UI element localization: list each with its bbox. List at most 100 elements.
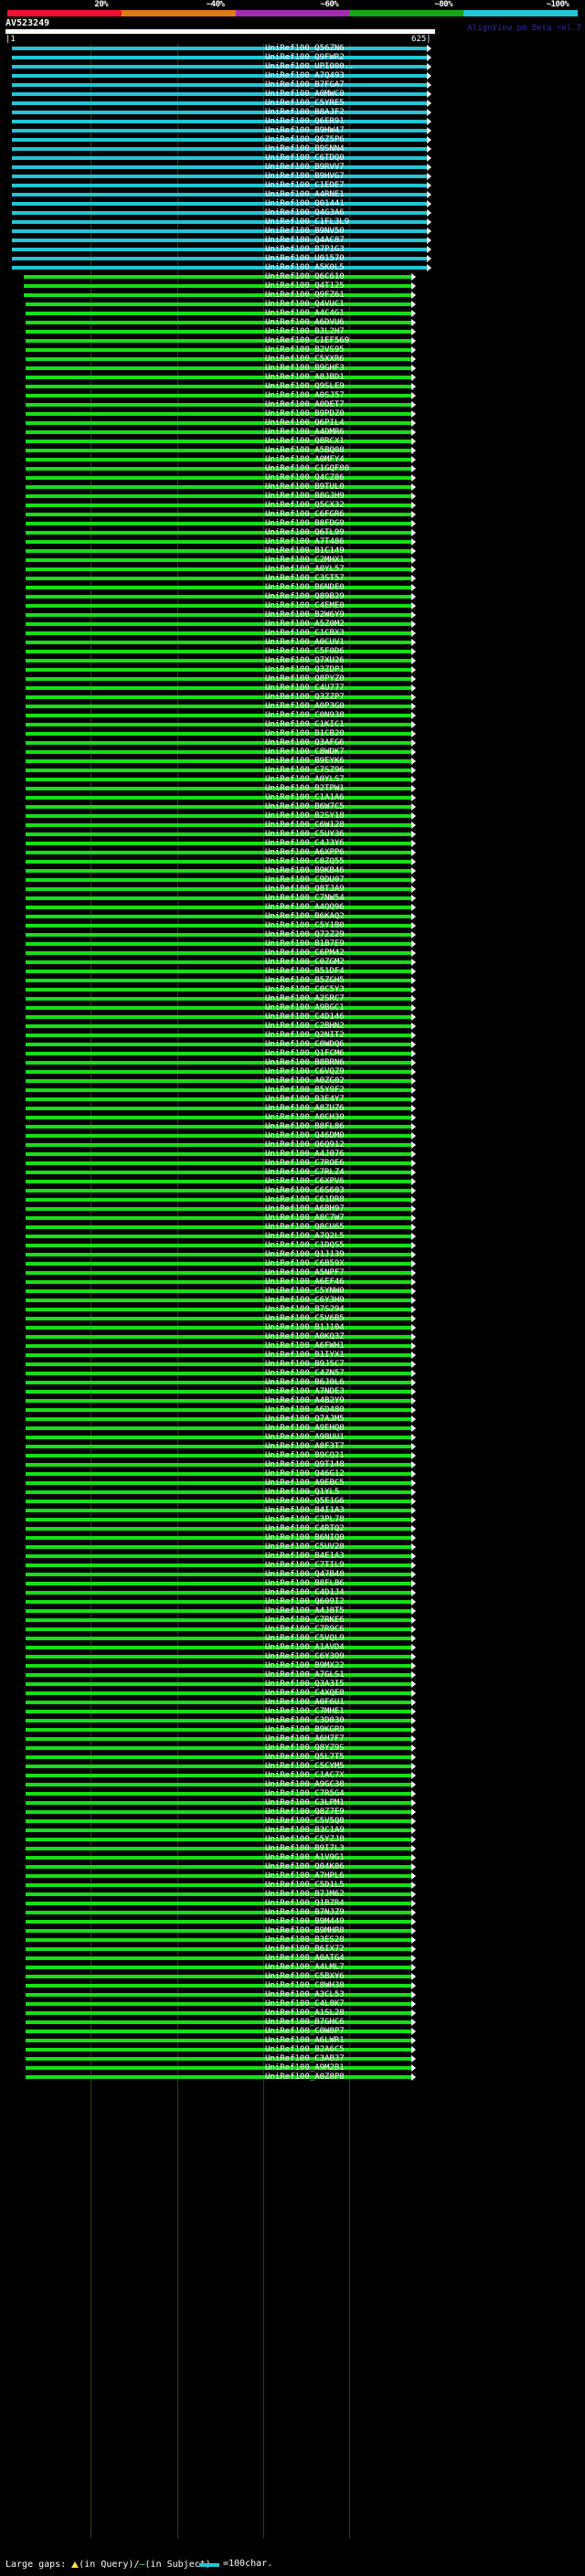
hit-row[interactable]: UniRef100_Q8PYZ0 [0, 674, 585, 684]
hit-row[interactable]: UniRef100_B8FLB6 [0, 1579, 585, 1588]
hsp-bar[interactable] [25, 1975, 411, 1978]
hsp-bar[interactable] [11, 83, 427, 87]
hit-row[interactable]: UniRef100_B9RVV7 [0, 163, 585, 172]
hit-row[interactable]: UniRef100_C1EDE7 [0, 181, 585, 190]
hit-label[interactable]: UniRef100_A5Z0M2 [265, 620, 345, 629]
hsp-bar[interactable] [25, 1993, 411, 1997]
hit-label[interactable]: UniRef100_C1A1A6 [265, 793, 345, 802]
hsp-bar[interactable] [25, 1271, 411, 1275]
hsp-bar[interactable] [25, 366, 411, 370]
hsp-bar[interactable] [25, 513, 411, 516]
hit-row[interactable]: UniRef100_B2SY18 [0, 811, 585, 821]
hsp-bar[interactable] [25, 1591, 411, 1595]
hit-row[interactable]: UniRef100_A4C4G1 [0, 309, 585, 318]
hsp-bar[interactable] [25, 1335, 411, 1339]
hit-label[interactable]: UniRef100_B2VS95 [265, 345, 345, 355]
hsp-bar[interactable] [25, 1609, 411, 1613]
hit-label[interactable]: UniRef100_A6EF46 [265, 1277, 345, 1287]
hit-row[interactable]: UniRef100_A0CUV1 [0, 638, 585, 647]
hit-row[interactable]: UniRef100_C1EF569 [0, 336, 585, 345]
hsp-bar[interactable] [11, 47, 427, 50]
hit-row[interactable]: UniRef100_Q4CZ86 [0, 473, 585, 482]
hit-row[interactable]: UniRef100_C9DU07 [0, 875, 585, 885]
hit-label[interactable]: UniRef100_A4J076 [265, 1150, 345, 1159]
hit-label[interactable]: UniRef100_C4L8K7 [265, 1999, 345, 2009]
hit-row[interactable]: UniRef100_C5V5Q8 [0, 1817, 585, 1826]
hit-row[interactable]: UniRef100_A6EF46 [0, 1277, 585, 1287]
hsp-bar[interactable] [25, 403, 411, 407]
hit-row[interactable]: UniRef100_B9NV50 [0, 227, 585, 236]
hit-row[interactable]: UniRef100_B7NJZ9 [0, 1908, 585, 1917]
hit-label[interactable]: UniRef100_C1GQF80 [265, 464, 350, 473]
hit-label[interactable]: UniRef100_A9EHQ8 [265, 1424, 345, 1433]
hit-label[interactable]: UniRef100_Q46DM0 [265, 1131, 345, 1140]
hit-label[interactable]: UniRef100_A6FWH1 [265, 1341, 345, 1351]
hit-row[interactable]: UniRef100_C4U777 [0, 684, 585, 693]
hsp-bar[interactable] [25, 1152, 411, 1156]
hsp-bar[interactable] [25, 1289, 411, 1293]
hit-label[interactable]: UniRef100_B9CQ21 [265, 1451, 345, 1460]
hit-row[interactable]: UniRef100_B6J0L6 [0, 1378, 585, 1387]
hit-label[interactable]: UniRef100_C1AC7X [265, 1771, 345, 1780]
hit-row[interactable]: UniRef100_C1KIC1 [0, 720, 585, 729]
hit-label[interactable]: UniRef100_B1IYX1 [265, 1351, 345, 1360]
hsp-bar[interactable] [25, 951, 411, 955]
hit-label[interactable]: UniRef100_B3E4Y7 [265, 1095, 345, 1104]
hsp-bar[interactable] [25, 787, 411, 790]
hit-row[interactable]: UniRef100_A0YL57 [0, 565, 585, 574]
hsp-bar[interactable] [25, 1006, 411, 1010]
hsp-bar[interactable] [25, 778, 411, 781]
hit-label[interactable]: UniRef100_Q04K06 [265, 1862, 345, 1871]
hit-label[interactable]: UniRef100_C7NW54 [265, 894, 345, 903]
hit-row[interactable]: UniRef100_C6TDQ0 [0, 154, 585, 163]
hsp-bar[interactable] [25, 1381, 411, 1384]
hit-row[interactable]: UniRef100_Q5L7T5 [0, 1753, 585, 1762]
hsp-bar[interactable] [25, 1938, 411, 1942]
hit-label[interactable]: UniRef100_B6IX72 [265, 1945, 345, 1954]
hit-row[interactable]: UniRef100_B4I1A3 [0, 1506, 585, 1515]
hit-label[interactable]: UniRef100_B9HW47 [265, 126, 345, 135]
hit-label[interactable]: UniRef100_Q6PIL4 [265, 419, 345, 428]
hit-row[interactable]: UniRef100_A0Z8P8 [0, 2072, 585, 2082]
hit-row[interactable]: UniRef100_C7RKE6 [0, 1616, 585, 1625]
hit-label[interactable]: UniRef100_C9DU07 [265, 875, 345, 885]
hit-label[interactable]: UniRef100_C6S603 [265, 1186, 345, 1195]
hit-row[interactable]: UniRef100_Q6PIL4 [0, 419, 585, 428]
hit-label[interactable]: UniRef100_B7P1G3 [265, 245, 345, 254]
hit-row[interactable]: UniRef100_Q3ZDP1 [0, 665, 585, 674]
hsp-bar[interactable] [25, 567, 411, 571]
hit-label[interactable]: UniRef100_C7R5G4 [265, 1789, 345, 1798]
hsp-bar[interactable] [25, 421, 411, 425]
hit-label[interactable]: UniRef100_A6XPP6 [265, 848, 345, 857]
hsp-bar[interactable] [25, 686, 411, 690]
hit-label[interactable]: UniRef100_B9MX22 [265, 1661, 345, 1670]
hsp-bar[interactable] [25, 2075, 411, 2079]
hit-label[interactable]: UniRef100_Q8TJA9 [265, 885, 345, 894]
hit-row[interactable]: UniRef100_B8FL86 [0, 1122, 585, 1131]
hit-row[interactable]: UniRef100_Q9SLE9 [0, 382, 585, 391]
hit-label[interactable]: UniRef100_B2A6C5 [265, 2045, 345, 2054]
hsp-bar[interactable] [25, 1417, 411, 1421]
hsp-bar[interactable] [25, 2048, 411, 2051]
hit-row[interactable]: UniRef100_B9GHF3 [0, 364, 585, 373]
hit-label[interactable]: UniRef100_B9MHR8 [265, 1926, 345, 1935]
hit-label[interactable]: UniRef100_B4E1A3 [265, 1552, 345, 1561]
hsp-bar[interactable] [25, 2030, 411, 2033]
hit-label[interactable]: UniRef100_A8JBD1 [265, 373, 345, 382]
hit-label[interactable]: UniRef100_C4D1J4 [265, 1588, 345, 1597]
hit-row[interactable]: UniRef100_C5UY36 [0, 830, 585, 839]
hit-label[interactable]: UniRef100_C5V6B5 [265, 1314, 345, 1323]
hit-row[interactable]: UniRef100_B3L2H7 [0, 327, 585, 336]
hit-row[interactable]: UniRef100_C4RTQ2 [0, 1524, 585, 1533]
hsp-bar[interactable] [25, 531, 411, 535]
hsp-bar[interactable] [11, 257, 427, 260]
hsp-bar[interactable] [25, 1107, 411, 1110]
hit-row[interactable]: UniRef100_C1DQS5 [0, 1241, 585, 1250]
hit-row[interactable]: UniRef100_A0DET7 [0, 400, 585, 409]
hsp-bar[interactable] [25, 485, 411, 489]
hit-label[interactable]: UniRef100_Q7XU26 [265, 656, 345, 665]
hit-label[interactable]: UniRef100_A4LML7 [265, 1963, 345, 1972]
hit-label[interactable]: UniRef100_C5Y1B0 [265, 921, 345, 930]
hit-row[interactable]: UniRef100_C7R5G4 [0, 1789, 585, 1798]
hit-row[interactable]: UniRef100_C7SZ96 [0, 766, 585, 775]
